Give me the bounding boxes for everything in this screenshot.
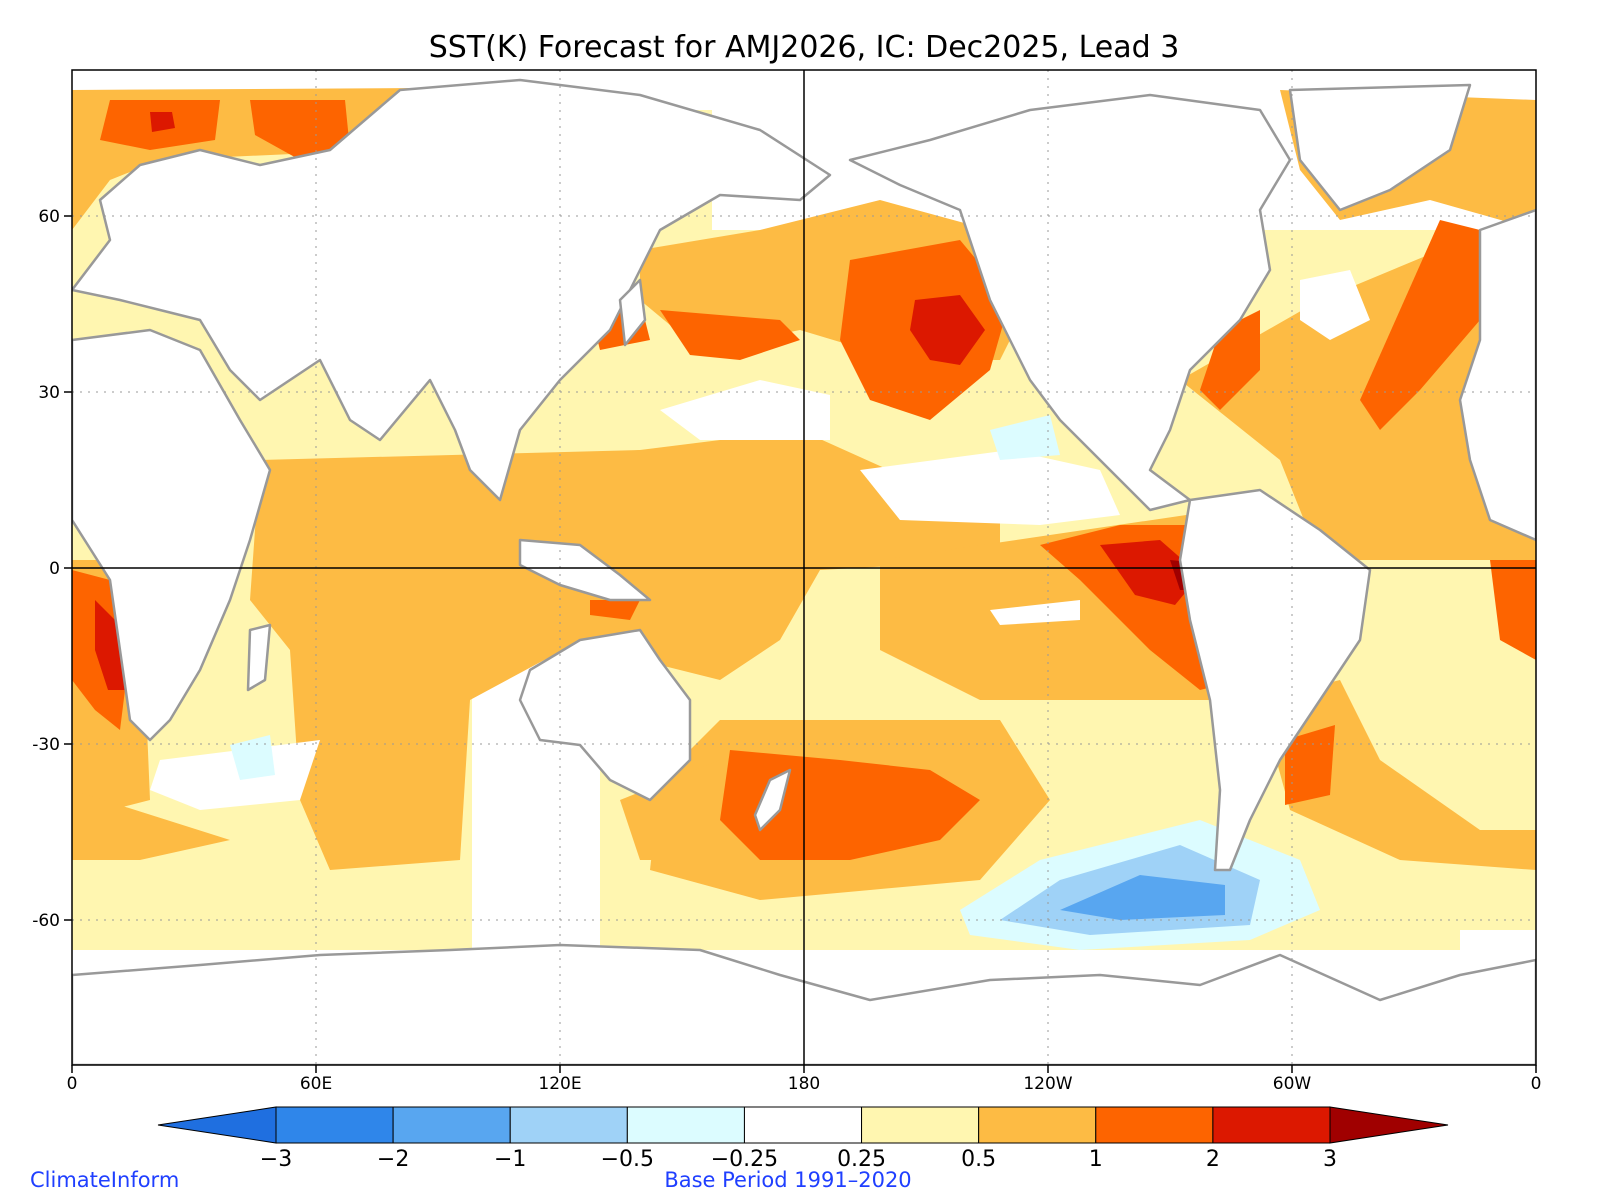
colorbar-label: 0.5: [961, 1147, 996, 1172]
madagascar-landmass: [246, 623, 272, 692]
colorbar-label: −0.5: [601, 1147, 654, 1172]
x-tick-marks: [71, 1065, 1537, 1073]
colorbar-label: −2: [377, 1147, 409, 1172]
colorbar-segment: [743, 1106, 863, 1144]
colorbar-segment: [861, 1106, 980, 1144]
x-tick-label: 0: [1531, 1074, 1542, 1094]
europe-east-wrap: [1458, 208, 1536, 542]
y-tick-marks: [64, 215, 72, 921]
colorbar-segment: [978, 1106, 1097, 1144]
y-tick-label: -30: [32, 735, 60, 755]
colorbar-segment: [626, 1106, 745, 1144]
x-tick-label: 60W: [1273, 1074, 1312, 1094]
colorbar-segment: [392, 1106, 511, 1144]
australia-landmass: [518, 628, 692, 802]
south-america-landmass: [1178, 488, 1372, 872]
colorbar-label: 3: [1323, 1147, 1337, 1172]
continents: [72, 78, 1536, 1065]
colorbar: −3 −2 −1 −0.5 −0.25 0.25 0.5 1 2 3: [157, 1106, 1449, 1172]
footer-base-period: Base Period 1991–2020: [664, 1168, 911, 1192]
colorbar-label: 1: [1089, 1147, 1103, 1172]
footer-source: ClimateInform: [30, 1168, 179, 1192]
colorbar-segment: [275, 1106, 394, 1144]
x-tick-label: 60E: [300, 1074, 332, 1094]
colorbar-segment: [1212, 1106, 1331, 1144]
anomaly-red: [95, 112, 1200, 690]
colorbar-label: −3: [260, 1147, 292, 1172]
y-tick-label: 30: [38, 383, 60, 403]
colorbar-label: −1: [494, 1147, 526, 1172]
colorbar-segment: [509, 1106, 628, 1144]
y-tick-label: -60: [32, 911, 60, 931]
colorbar-arrow-high: [1329, 1106, 1449, 1144]
colorbar-arrow-low: [157, 1106, 277, 1144]
x-tick-label: 120W: [1023, 1074, 1072, 1094]
colorbar-label: −0.25: [711, 1147, 778, 1172]
anomaly-neutral-pockets: [150, 270, 1370, 810]
x-tick-label: 0: [67, 1074, 78, 1094]
x-tick-label: 120E: [538, 1074, 581, 1094]
greenland-landmass: [1288, 83, 1472, 212]
north-america-landmass: [848, 93, 1292, 512]
map-title: SST(K) Forecast for AMJ2026, IC: Dec2025…: [429, 30, 1180, 65]
y-tick-label: 0: [49, 559, 60, 579]
colorbar-label: 2: [1206, 1147, 1220, 1172]
map-area: [72, 70, 1536, 1065]
africa-landmass: [72, 328, 272, 742]
y-tick-label: 60: [38, 207, 60, 227]
new-zealand-landmass: [753, 768, 792, 832]
colorbar-segment: [1095, 1106, 1214, 1144]
y-tick-labels: 60 30 0 -30 -60: [32, 207, 60, 931]
colorbar-label: 0.25: [837, 1147, 886, 1172]
japan-landmass: [618, 278, 647, 347]
x-tick-label: 180: [788, 1074, 820, 1094]
x-tick-labels: 0 60E 120E 180 120W 60W 0: [67, 1074, 1542, 1094]
